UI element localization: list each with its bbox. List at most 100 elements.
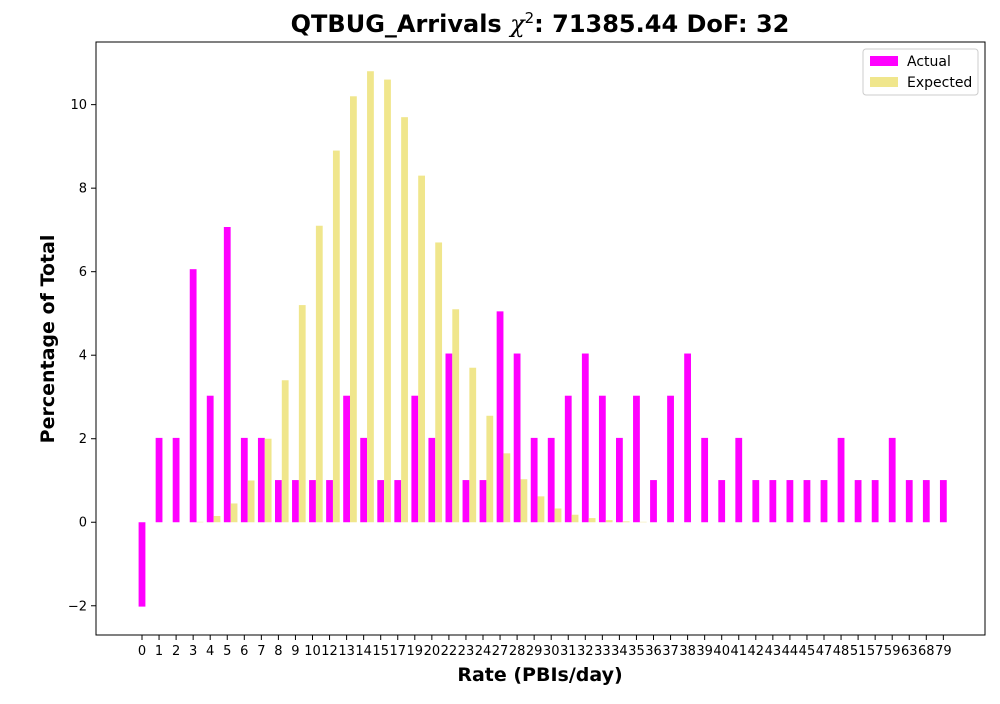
x-tick-label: 10 [304, 644, 321, 659]
x-tick-label: 59 [884, 644, 901, 659]
bar-expected-12 [333, 151, 340, 523]
bar-actual-22 [446, 354, 453, 523]
y-axis-label: Percentage of Total [37, 235, 59, 444]
x-tick-label: 13 [338, 644, 355, 659]
bar-actual-29 [531, 438, 538, 522]
chart-title: QTBUG_Arrivals χ2: 71385.44 DoF: 32 [291, 9, 790, 38]
bar-actual-7 [258, 438, 265, 522]
x-tick-label: 5 [223, 644, 231, 659]
bar-actual-9 [292, 480, 299, 522]
x-tick-label: 33 [594, 644, 611, 659]
bar-expected-14 [367, 71, 374, 522]
legend-swatch-actual [870, 56, 898, 66]
x-tick-label: 4 [206, 644, 214, 659]
chart-title-suffix: : 71385.44 DoF: 32 [534, 10, 789, 38]
y-tick-label: 2 [79, 432, 87, 447]
x-tick-label: 36 [645, 644, 662, 659]
x-tick-label: 43 [765, 644, 782, 659]
chart-title-sup: 2 [525, 9, 535, 27]
bar-actual-40 [718, 480, 725, 522]
bar-expected-22 [452, 309, 459, 522]
bar-expected-27 [503, 453, 510, 522]
x-tick-label: 0 [138, 644, 146, 659]
legend-swatch-expected [870, 77, 898, 87]
x-tick-label: 42 [748, 644, 765, 659]
bar-actual-28 [514, 354, 521, 523]
bar-actual-13 [343, 396, 350, 523]
bar-actual-32 [582, 354, 589, 523]
bar-expected-4 [214, 516, 221, 522]
x-tick-label: 12 [321, 644, 338, 659]
bar-actual-17 [394, 480, 401, 522]
bar-expected-34 [623, 521, 630, 522]
bar-actual-4 [207, 396, 214, 523]
bar-actual-19 [411, 396, 418, 523]
bar-actual-38 [684, 354, 691, 523]
x-tick-label: 3 [189, 644, 197, 659]
bar-expected-6 [248, 480, 255, 522]
x-tick-label: 6 [240, 644, 248, 659]
bar-actual-44 [787, 480, 794, 522]
bar-actual-39 [701, 438, 708, 522]
bar-actual-15 [377, 480, 384, 522]
bar-expected-23 [469, 368, 476, 523]
x-tick-label: 2 [172, 644, 180, 659]
y-tick-label: −2 [68, 599, 87, 614]
x-tick-label: 79 [935, 644, 952, 659]
x-tick-label: 7 [257, 644, 265, 659]
bar-actual-0 [139, 522, 146, 606]
bar-actual-57 [872, 480, 879, 522]
x-tick-label: 20 [424, 644, 441, 659]
bar-actual-33 [599, 396, 606, 523]
x-tick-label: 8 [274, 644, 282, 659]
chart-title-chi: χ [508, 10, 526, 38]
x-tick-label: 41 [730, 644, 747, 659]
x-tick-label: 1 [155, 644, 163, 659]
bar-actual-14 [360, 438, 367, 522]
x-tick-label: 22 [441, 644, 458, 659]
x-tick-label: 28 [509, 644, 526, 659]
x-tick-label: 47 [816, 644, 833, 659]
x-tick-label: 34 [611, 644, 628, 659]
bar-actual-35 [633, 396, 640, 523]
bar-actual-12 [326, 480, 333, 522]
bar-actual-24 [480, 480, 487, 522]
bar-actual-48 [838, 438, 845, 522]
bar-expected-20 [435, 242, 442, 522]
x-tick-label: 27 [492, 644, 509, 659]
x-tick-label: 35 [628, 644, 645, 659]
bar-expected-10 [316, 226, 323, 523]
y-tick-label: 0 [79, 516, 87, 531]
bar-actual-47 [821, 480, 828, 522]
x-axis-label: Rate (PBIs/day) [457, 664, 622, 686]
bar-expected-32 [589, 518, 596, 522]
bar-actual-79 [940, 480, 947, 522]
x-tick-label: 31 [560, 644, 577, 659]
bar-actual-63 [906, 480, 913, 522]
bar-expected-24 [486, 416, 493, 522]
legend-label-actual: Actual [907, 54, 951, 70]
x-tick-label: 32 [577, 644, 594, 659]
bar-expected-13 [350, 96, 357, 522]
bar-actual-37 [667, 396, 674, 523]
x-tick-label: 9 [291, 644, 299, 659]
x-tick-label: 30 [543, 644, 560, 659]
x-tick-label: 48 [833, 644, 850, 659]
x-tick-label: 23 [458, 644, 475, 659]
bar-actual-34 [616, 438, 623, 522]
bar-expected-17 [401, 117, 408, 522]
plot-area [139, 71, 947, 606]
bar-expected-8 [282, 380, 289, 522]
x-tick-label: 37 [662, 644, 679, 659]
bar-actual-23 [463, 480, 470, 522]
chart-title-prefix: QTBUG_Arrivals [291, 10, 510, 38]
x-tick-label: 68 [918, 644, 935, 659]
bar-expected-5 [231, 503, 238, 522]
bar-expected-28 [521, 479, 528, 522]
bar-actual-8 [275, 480, 282, 522]
x-tick-label: 19 [407, 644, 424, 659]
x-tick-label: 57 [867, 644, 884, 659]
